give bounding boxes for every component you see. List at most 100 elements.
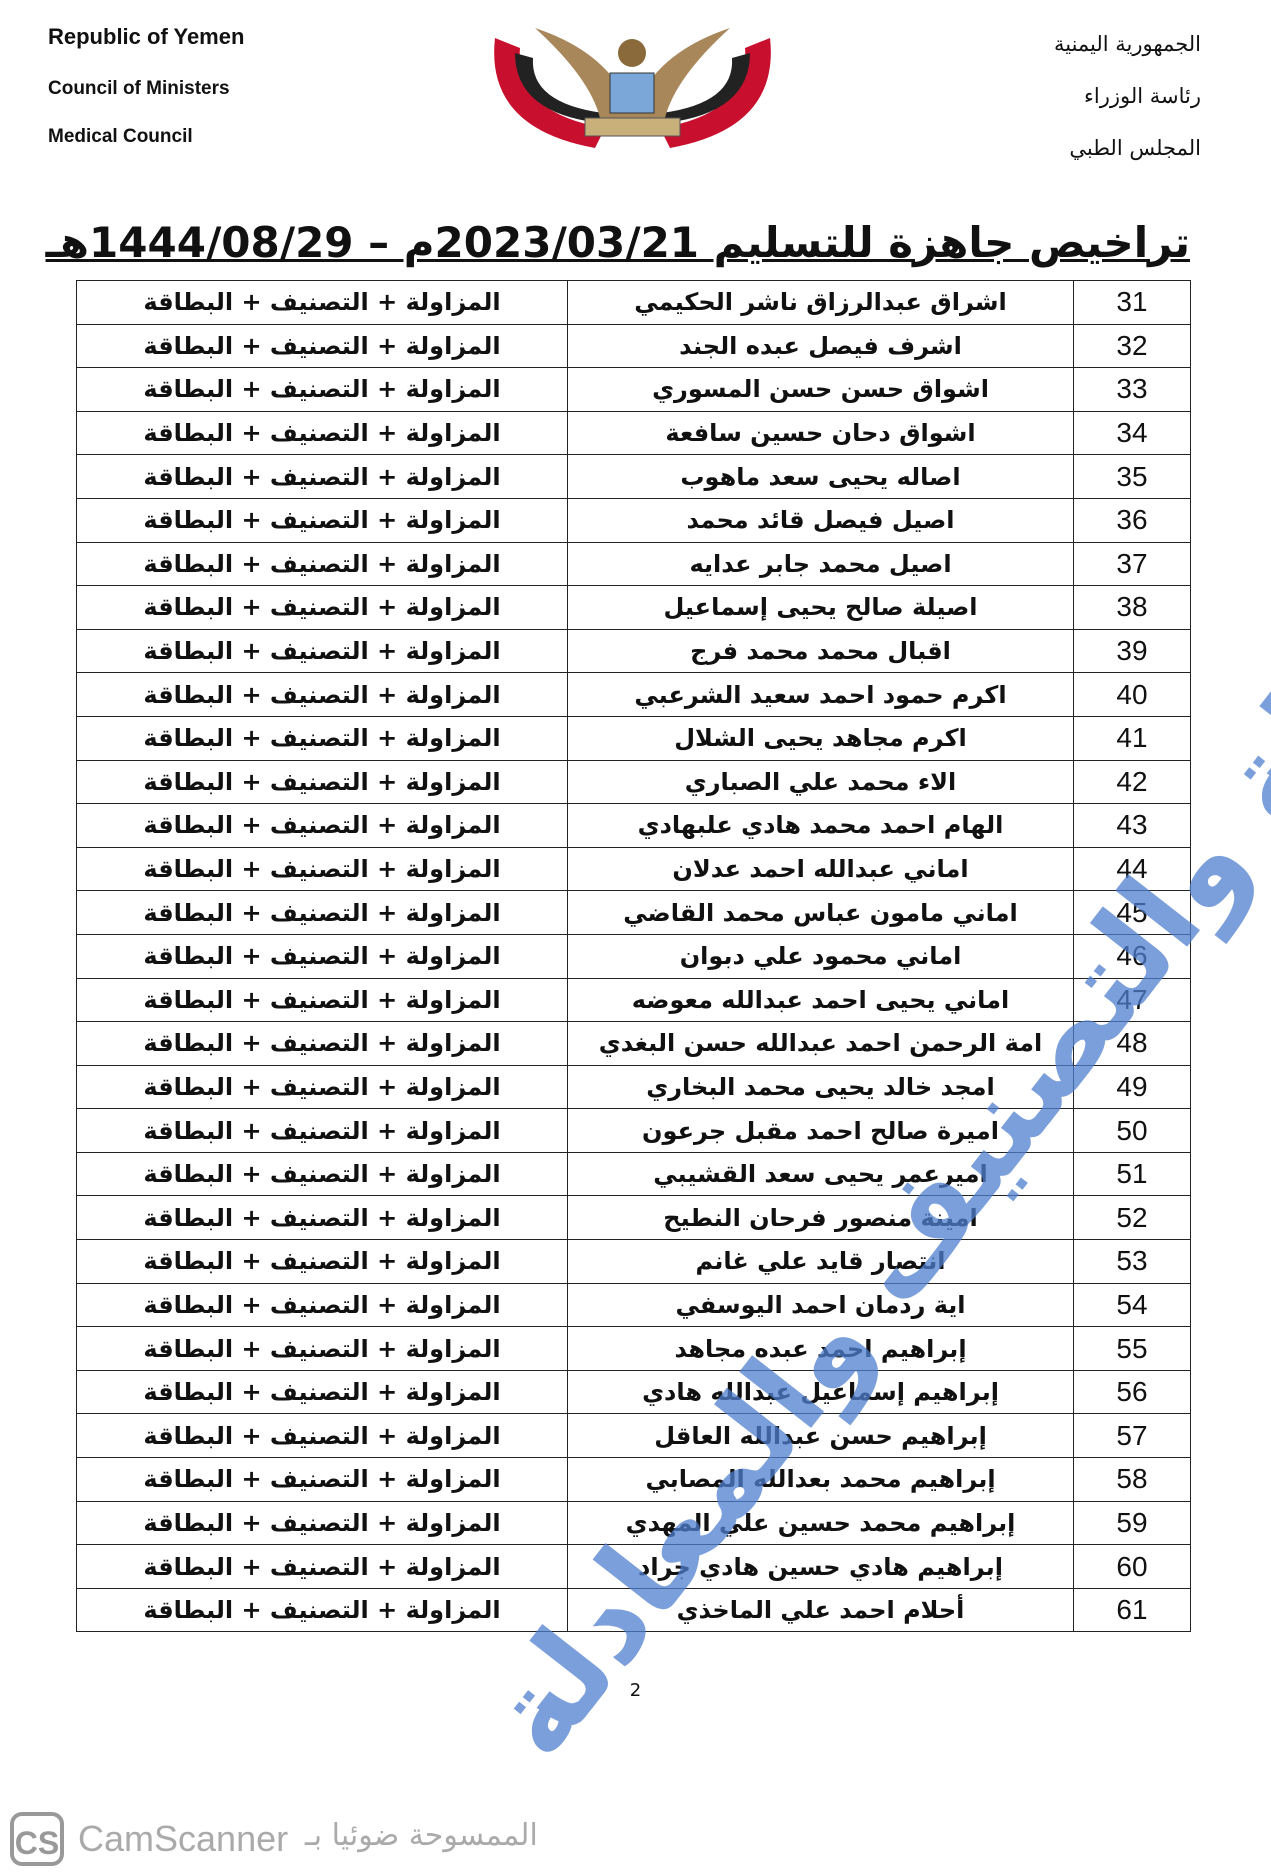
- row: 59 إبراهيم محمد حسين علي المهدي المزاولة +…: [76, 1500, 1191, 1546]
- license-table: 31 اشراق عبدالرزاق ناشر الحكيمي المزاولة +…: [76, 280, 1191, 1633]
- cell-num: 60: [1073, 1544, 1191, 1589]
- cell-name: اماني يحيى احمد عبدالله معوضه: [567, 977, 1074, 1023]
- cell-status: المزاولة + التصنيف + البطاقة: [76, 541, 568, 587]
- row: 47 اماني يحيى احمد عبدالله معوضه المزاولة …: [76, 977, 1191, 1023]
- cell-name: اشرف فيصل عبده الجند: [567, 323, 1074, 369]
- cell-num: 45: [1073, 890, 1191, 935]
- row: 53 انتصار قايد علي غانم المزاولة + التصنيف…: [76, 1239, 1191, 1284]
- cell-status: المزاولة + التصنيف + البطاقة: [76, 715, 568, 761]
- cell-name: اشواق حسن حسن المسوري: [567, 367, 1074, 412]
- row: 42 الاء محمد علي الصباري المزاولة + التصني…: [76, 759, 1191, 805]
- cell-name: اميرعمر يحيى سعد القشيبي: [567, 1151, 1074, 1197]
- cell-status: المزاولة + التصنيف + البطاقة: [76, 323, 568, 369]
- cell-num: 56: [1073, 1369, 1191, 1415]
- cell-name: اقبال محمد محمد فرج: [567, 628, 1074, 674]
- cell-status: المزاولة + التصنيف + البطاقة: [76, 672, 568, 717]
- header-line: Republic of Yemen: [48, 24, 245, 49]
- cell-num: 32: [1073, 323, 1191, 369]
- page-number: 2: [629, 1680, 642, 1701]
- cell-status: المزاولة + التصنيف + البطاقة: [76, 1457, 568, 1502]
- cell-status: المزاولة + التصنيف + البطاقة: [76, 585, 568, 630]
- cell-status: المزاولة + التصنيف + البطاقة: [76, 454, 568, 499]
- cell-name: أحلام احمد علي الماخذي: [567, 1587, 1074, 1633]
- cell-num: 35: [1073, 454, 1191, 499]
- cell-name: إبراهيم إسماعيل عبدالله هادي: [567, 1369, 1074, 1415]
- cell-num: 46: [1073, 933, 1191, 979]
- row: 51 اميرعمر يحيى سعد القشيبي المزاولة + الت…: [76, 1151, 1191, 1197]
- row: 40 اكرم حمود احمد سعيد الشرعبي المزاولة + …: [76, 672, 1191, 717]
- cell-status: المزاولة + التصنيف + البطاقة: [76, 1413, 568, 1459]
- cell-status: المزاولة + التصنيف + البطاقة: [76, 1064, 568, 1110]
- cell-status: المزاولة + التصنيف + البطاقة: [76, 803, 568, 848]
- row: 39 اقبال محمد محمد فرج المزاولة + التصنيف …: [76, 628, 1191, 674]
- cell-name: إبراهيم احمد عبده مجاهد: [567, 1326, 1074, 1371]
- cell-name: اصاله يحيى سعد ماهوب: [567, 454, 1074, 499]
- header-line: Medical Council: [48, 126, 193, 147]
- cell-name: اية ردمان احمد اليوسفي: [567, 1282, 1074, 1328]
- cell-status: المزاولة + التصنيف + البطاقة: [76, 1326, 568, 1371]
- row: 46 اماني محمود علي دبوان المزاولة + التصني…: [76, 933, 1191, 979]
- cell-name: امينة منصور فرحان النطيح: [567, 1195, 1074, 1241]
- cell-status: المزاولة + التصنيف + البطاقة: [76, 977, 568, 1023]
- row: 54 اية ردمان احمد اليوسفي المزاولة + التصن…: [76, 1282, 1191, 1328]
- emblem: [494, 28, 771, 148]
- cell-name: اميرة صالح احمد مقبل جرعون: [567, 1108, 1074, 1153]
- cell-name: امجد خالد يحيى محمد البخاري: [567, 1064, 1074, 1110]
- cell-num: 40: [1073, 672, 1191, 717]
- cell-status: المزاولة + التصنيف + البطاقة: [76, 846, 568, 892]
- cell-name: اصيل فيصل قائد محمد: [567, 497, 1074, 543]
- cell-status: المزاولة + التصنيف + البطاقة: [76, 1587, 568, 1633]
- cell-name: إبراهيم محمد بعدالله المصابي: [567, 1457, 1074, 1502]
- row: 34 اشواق دحان حسين سافعة المزاولة + التصني…: [76, 410, 1191, 456]
- scanner-note: الممسوحة ضوئيا بـ: [305, 1818, 538, 1853]
- row: 45 اماني مامون عباس محمد القاضي المزاولة +…: [76, 890, 1191, 935]
- cell-num: 34: [1073, 410, 1191, 456]
- row: 58 إبراهيم محمد بعدالله المصابي المزاولة +…: [76, 1457, 1191, 1502]
- cell-num: 59: [1073, 1500, 1191, 1546]
- row: 50 اميرة صالح احمد مقبل جرعون المزاولة + ا…: [76, 1108, 1191, 1153]
- cell-name: اصيلة صالح يحيى إسماعيل: [567, 585, 1074, 630]
- cell-name: الاء محمد علي الصباري: [567, 759, 1074, 805]
- cell-status: المزاولة + التصنيف + البطاقة: [76, 410, 568, 456]
- scanner-app: CamScanner: [78, 1818, 289, 1859]
- row: 44 اماني عبدالله احمد عدلان المزاولة + الت…: [76, 846, 1191, 892]
- cell-num: 47: [1073, 977, 1191, 1023]
- cell-name: إبراهيم حسن عبدالله العاقل: [567, 1413, 1074, 1459]
- cell-num: 33: [1073, 367, 1191, 412]
- cell-num: 51: [1073, 1151, 1191, 1197]
- cell-status: المزاولة + التصنيف + البطاقة: [76, 1108, 568, 1153]
- row: 60 إبراهيم هادي حسين هادي جراد المزاولة + …: [76, 1544, 1191, 1589]
- row: 41 اكرم مجاهد يحيى الشلال المزاولة + التصن…: [76, 715, 1191, 761]
- cell-status: المزاولة + التصنيف + البطاقة: [76, 1500, 568, 1546]
- cell-name: اماني عبدالله احمد عدلان: [567, 846, 1074, 892]
- title: تراخيص جاهزة للتسليم 2023/03/21م – 1444/…: [45, 218, 1190, 267]
- cell-num: 61: [1073, 1587, 1191, 1633]
- cell-num: 55: [1073, 1326, 1191, 1371]
- cell-status: المزاولة + التصنيف + البطاقة: [76, 1021, 568, 1066]
- row: 32 اشرف فيصل عبده الجند المزاولة + التصنيف…: [76, 323, 1191, 369]
- cell-num: 41: [1073, 715, 1191, 761]
- scanner-logo: CS: [10, 1812, 64, 1866]
- cell-status: المزاولة + التصنيف + البطاقة: [76, 1282, 568, 1328]
- row: 38 اصيلة صالح يحيى إسماعيل المزاولة + التص…: [76, 585, 1191, 630]
- cell-name: إبراهيم هادي حسين هادي جراد: [567, 1544, 1074, 1589]
- row: 31 اشراق عبدالرزاق ناشر الحكيمي المزاولة +…: [76, 280, 1191, 325]
- row: 35 اصاله يحيى سعد ماهوب المزاولة + التصنيف…: [76, 454, 1191, 499]
- row: 49 امجد خالد يحيى محمد البخاري المزاولة + …: [76, 1064, 1191, 1110]
- cell-name: الهام احمد محمد هادي علبهادي: [567, 803, 1074, 848]
- row: 33 اشواق حسن حسن المسوري المزاولة + التصني…: [76, 367, 1191, 412]
- cell-num: 53: [1073, 1239, 1191, 1284]
- cell-status: المزاولة + التصنيف + البطاقة: [76, 1239, 568, 1284]
- header-line: المجلس الطبي: [1069, 136, 1201, 160]
- header-line: الجمهورية اليمنية: [1053, 32, 1201, 56]
- cell-num: 54: [1073, 1282, 1191, 1328]
- header-line: Council of Ministers: [48, 78, 230, 99]
- cell-status: المزاولة + التصنيف + البطاقة: [76, 280, 568, 325]
- cell-num: 42: [1073, 759, 1191, 805]
- header-line: رئاسة الوزراء: [1084, 84, 1201, 108]
- cell-status: المزاولة + التصنيف + البطاقة: [76, 628, 568, 674]
- cell-status: المزاولة + التصنيف + البطاقة: [76, 1151, 568, 1197]
- cell-num: 39: [1073, 628, 1191, 674]
- cell-name: اكرم حمود احمد سعيد الشرعبي: [567, 672, 1074, 717]
- cell-num: 48: [1073, 1021, 1191, 1066]
